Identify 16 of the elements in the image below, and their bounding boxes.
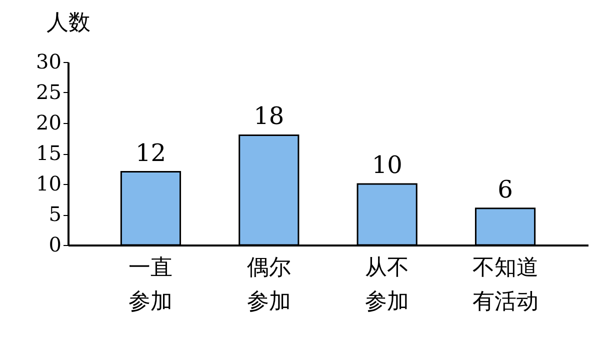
y-tick-label: 20 [36, 110, 62, 134]
y-tick-label: 30 [36, 50, 62, 74]
data-label: 6 [498, 175, 513, 204]
x-tick-label: 不知道有活动 [472, 254, 538, 314]
x-tick-label: 偶尔参加 [246, 254, 291, 314]
y-tick-label: 5 [48, 202, 62, 226]
x-tick-label: 一直参加 [128, 254, 173, 314]
data-label: 18 [254, 102, 284, 130]
data-label: 12 [135, 138, 166, 167]
y-tick-label: 10 [36, 172, 62, 196]
y-tick-label: 15 [36, 141, 62, 165]
y-tick-label: 25 [36, 80, 62, 104]
data-label: 10 [372, 151, 402, 179]
y-tick-label: 0 [48, 232, 62, 256]
x-tick-label: 从不参加 [365, 254, 410, 314]
y-axis-title: 人数 [46, 10, 90, 34]
